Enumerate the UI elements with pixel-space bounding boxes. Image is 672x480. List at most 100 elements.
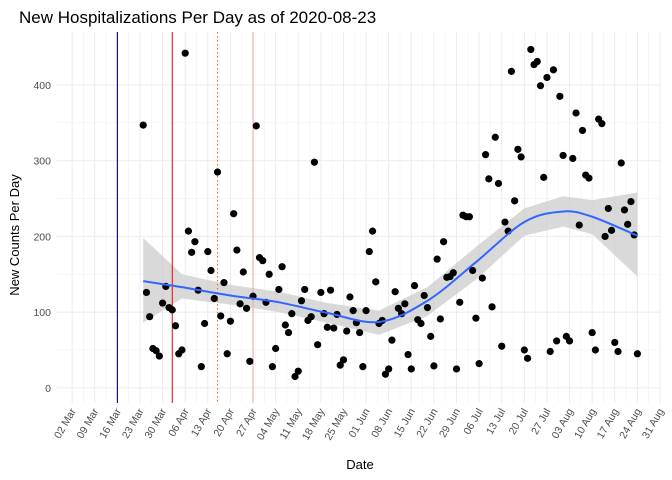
x-tick-label: 29 Jun	[437, 406, 463, 439]
data-point	[307, 313, 315, 321]
data-point	[236, 300, 244, 308]
data-point	[553, 337, 561, 345]
data-points	[139, 45, 641, 381]
data-point	[578, 126, 587, 135]
x-tick-label: 31 Aug	[640, 406, 667, 440]
data-point	[417, 319, 425, 328]
data-point	[469, 266, 477, 275]
data-point	[265, 270, 273, 278]
chart-title: New Hospitalizations Per Day as of 2020-…	[19, 8, 376, 27]
data-point	[533, 57, 541, 66]
x-tick-label: 22 Jun	[414, 406, 440, 439]
data-point	[456, 298, 464, 306]
data-point	[546, 347, 554, 356]
data-point	[624, 220, 632, 228]
data-point	[481, 151, 490, 159]
data-point	[359, 363, 367, 371]
y-tick-label: 100	[33, 307, 51, 319]
data-point	[452, 365, 461, 373]
data-point	[523, 354, 532, 362]
data-point	[436, 315, 444, 323]
data-point	[365, 247, 373, 256]
x-tick-label: 13 Jul	[484, 407, 508, 437]
data-point	[540, 173, 548, 181]
data-point	[297, 297, 306, 305]
data-point	[301, 285, 309, 294]
data-point	[449, 269, 457, 277]
data-point	[507, 67, 516, 75]
data-point	[498, 342, 506, 350]
data-point	[233, 246, 241, 254]
data-point	[381, 370, 390, 378]
data-point	[478, 274, 486, 282]
data-point	[633, 350, 641, 358]
data-point	[465, 213, 474, 221]
data-point	[230, 210, 238, 218]
data-point	[268, 363, 277, 371]
gridlines	[56, 32, 661, 403]
x-tick-label: 08 Jun	[369, 406, 395, 439]
smooth-fit-line	[143, 210, 638, 324]
data-point	[385, 365, 393, 373]
reference-lines	[116, 32, 254, 403]
confidence-band-area	[143, 192, 638, 335]
data-point	[278, 263, 286, 271]
data-point	[284, 328, 293, 337]
data-point	[158, 299, 167, 307]
x-tick-label: 13 Apr	[189, 406, 215, 439]
x-tick-label: 01 Jun	[347, 406, 373, 439]
data-point	[146, 313, 154, 321]
data-point	[627, 198, 635, 206]
y-tick-label: 300	[33, 156, 51, 168]
data-point	[343, 327, 351, 335]
data-point	[485, 175, 493, 183]
x-tick-label: 30 Mar	[142, 406, 169, 441]
data-point	[213, 168, 222, 176]
data-point	[614, 347, 622, 356]
x-tick-label: 25 May	[322, 406, 350, 442]
data-point	[620, 206, 629, 214]
data-point	[391, 288, 399, 296]
data-point	[142, 288, 151, 297]
data-point	[598, 120, 606, 128]
data-point	[181, 49, 189, 57]
data-point	[511, 197, 519, 205]
y-axis-title: New Counts Per Day	[7, 174, 22, 296]
data-point	[314, 341, 322, 349]
data-point	[617, 159, 625, 167]
data-point	[420, 291, 428, 300]
data-point	[517, 153, 525, 161]
data-point	[427, 332, 435, 340]
data-point	[346, 293, 354, 301]
data-point	[207, 266, 215, 275]
data-point	[527, 45, 535, 54]
data-point	[197, 363, 205, 371]
confidence-band	[143, 192, 638, 335]
data-point	[152, 347, 160, 355]
data-point	[178, 346, 186, 354]
data-point	[559, 151, 567, 160]
data-point	[291, 372, 299, 381]
data-point	[275, 285, 283, 294]
data-point	[601, 232, 609, 241]
data-point	[217, 312, 225, 320]
data-point	[155, 352, 163, 360]
data-point	[423, 304, 432, 312]
data-point	[323, 323, 331, 331]
y-tick-label: 200	[33, 231, 51, 243]
data-point	[259, 257, 267, 265]
data-point	[139, 121, 147, 129]
data-point	[514, 145, 522, 153]
data-point	[536, 82, 545, 90]
data-point	[210, 294, 218, 303]
data-point	[272, 344, 280, 353]
data-point	[604, 204, 612, 213]
y-axis: 0 100 200 300 400	[33, 80, 51, 395]
data-point	[310, 158, 318, 166]
data-point	[220, 279, 228, 287]
data-point	[491, 133, 499, 141]
x-tick-label: 20 Apr	[211, 406, 237, 439]
data-point	[520, 346, 528, 354]
x-tick-label: 20 Jul	[507, 407, 531, 437]
